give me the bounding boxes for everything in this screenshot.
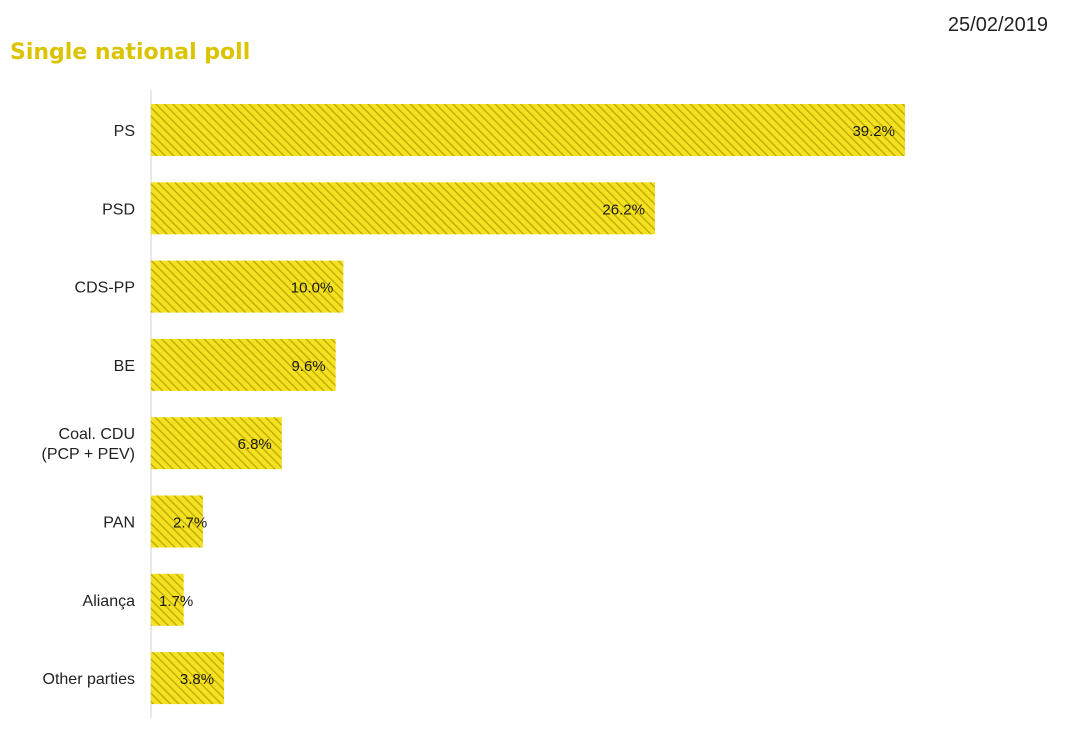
- value-label: 2.7%: [173, 515, 207, 532]
- value-label: 6.8%: [238, 436, 272, 453]
- value-label: 26.2%: [602, 201, 645, 218]
- bar-2: [151, 260, 344, 313]
- bars-group: PS 39.2% PSD 26.2% CDS-PP 10.0% BE 9.6% Coal. CD…: [41, 104, 905, 705]
- category-label: PSD: [102, 201, 135, 218]
- category-label: Coal. CDU (PCP + PEV): [41, 426, 135, 463]
- value-label: 10.0%: [291, 280, 334, 297]
- category-label: Other parties: [43, 671, 135, 688]
- bar-0: [151, 104, 905, 156]
- bar-6: [151, 573, 184, 626]
- bar-5: [151, 495, 203, 548]
- bar-7: [151, 652, 225, 705]
- bar-3: [151, 338, 336, 391]
- category-label: BE: [114, 358, 135, 375]
- value-label: 3.8%: [180, 671, 214, 688]
- value-label: 1.7%: [159, 593, 193, 610]
- category-label: CDS-PP: [75, 280, 135, 297]
- category-label: PAN: [103, 515, 135, 532]
- bar-4: [151, 417, 282, 470]
- value-label: 9.6%: [291, 358, 325, 375]
- poll-date: 25/02/2019: [947, 14, 1048, 36]
- value-label: 39.2%: [852, 123, 895, 140]
- category-label: Aliança: [83, 593, 136, 610]
- bar-1: [151, 182, 655, 235]
- chart-title: Single national poll: [10, 40, 251, 65]
- category-label: PS: [114, 123, 135, 140]
